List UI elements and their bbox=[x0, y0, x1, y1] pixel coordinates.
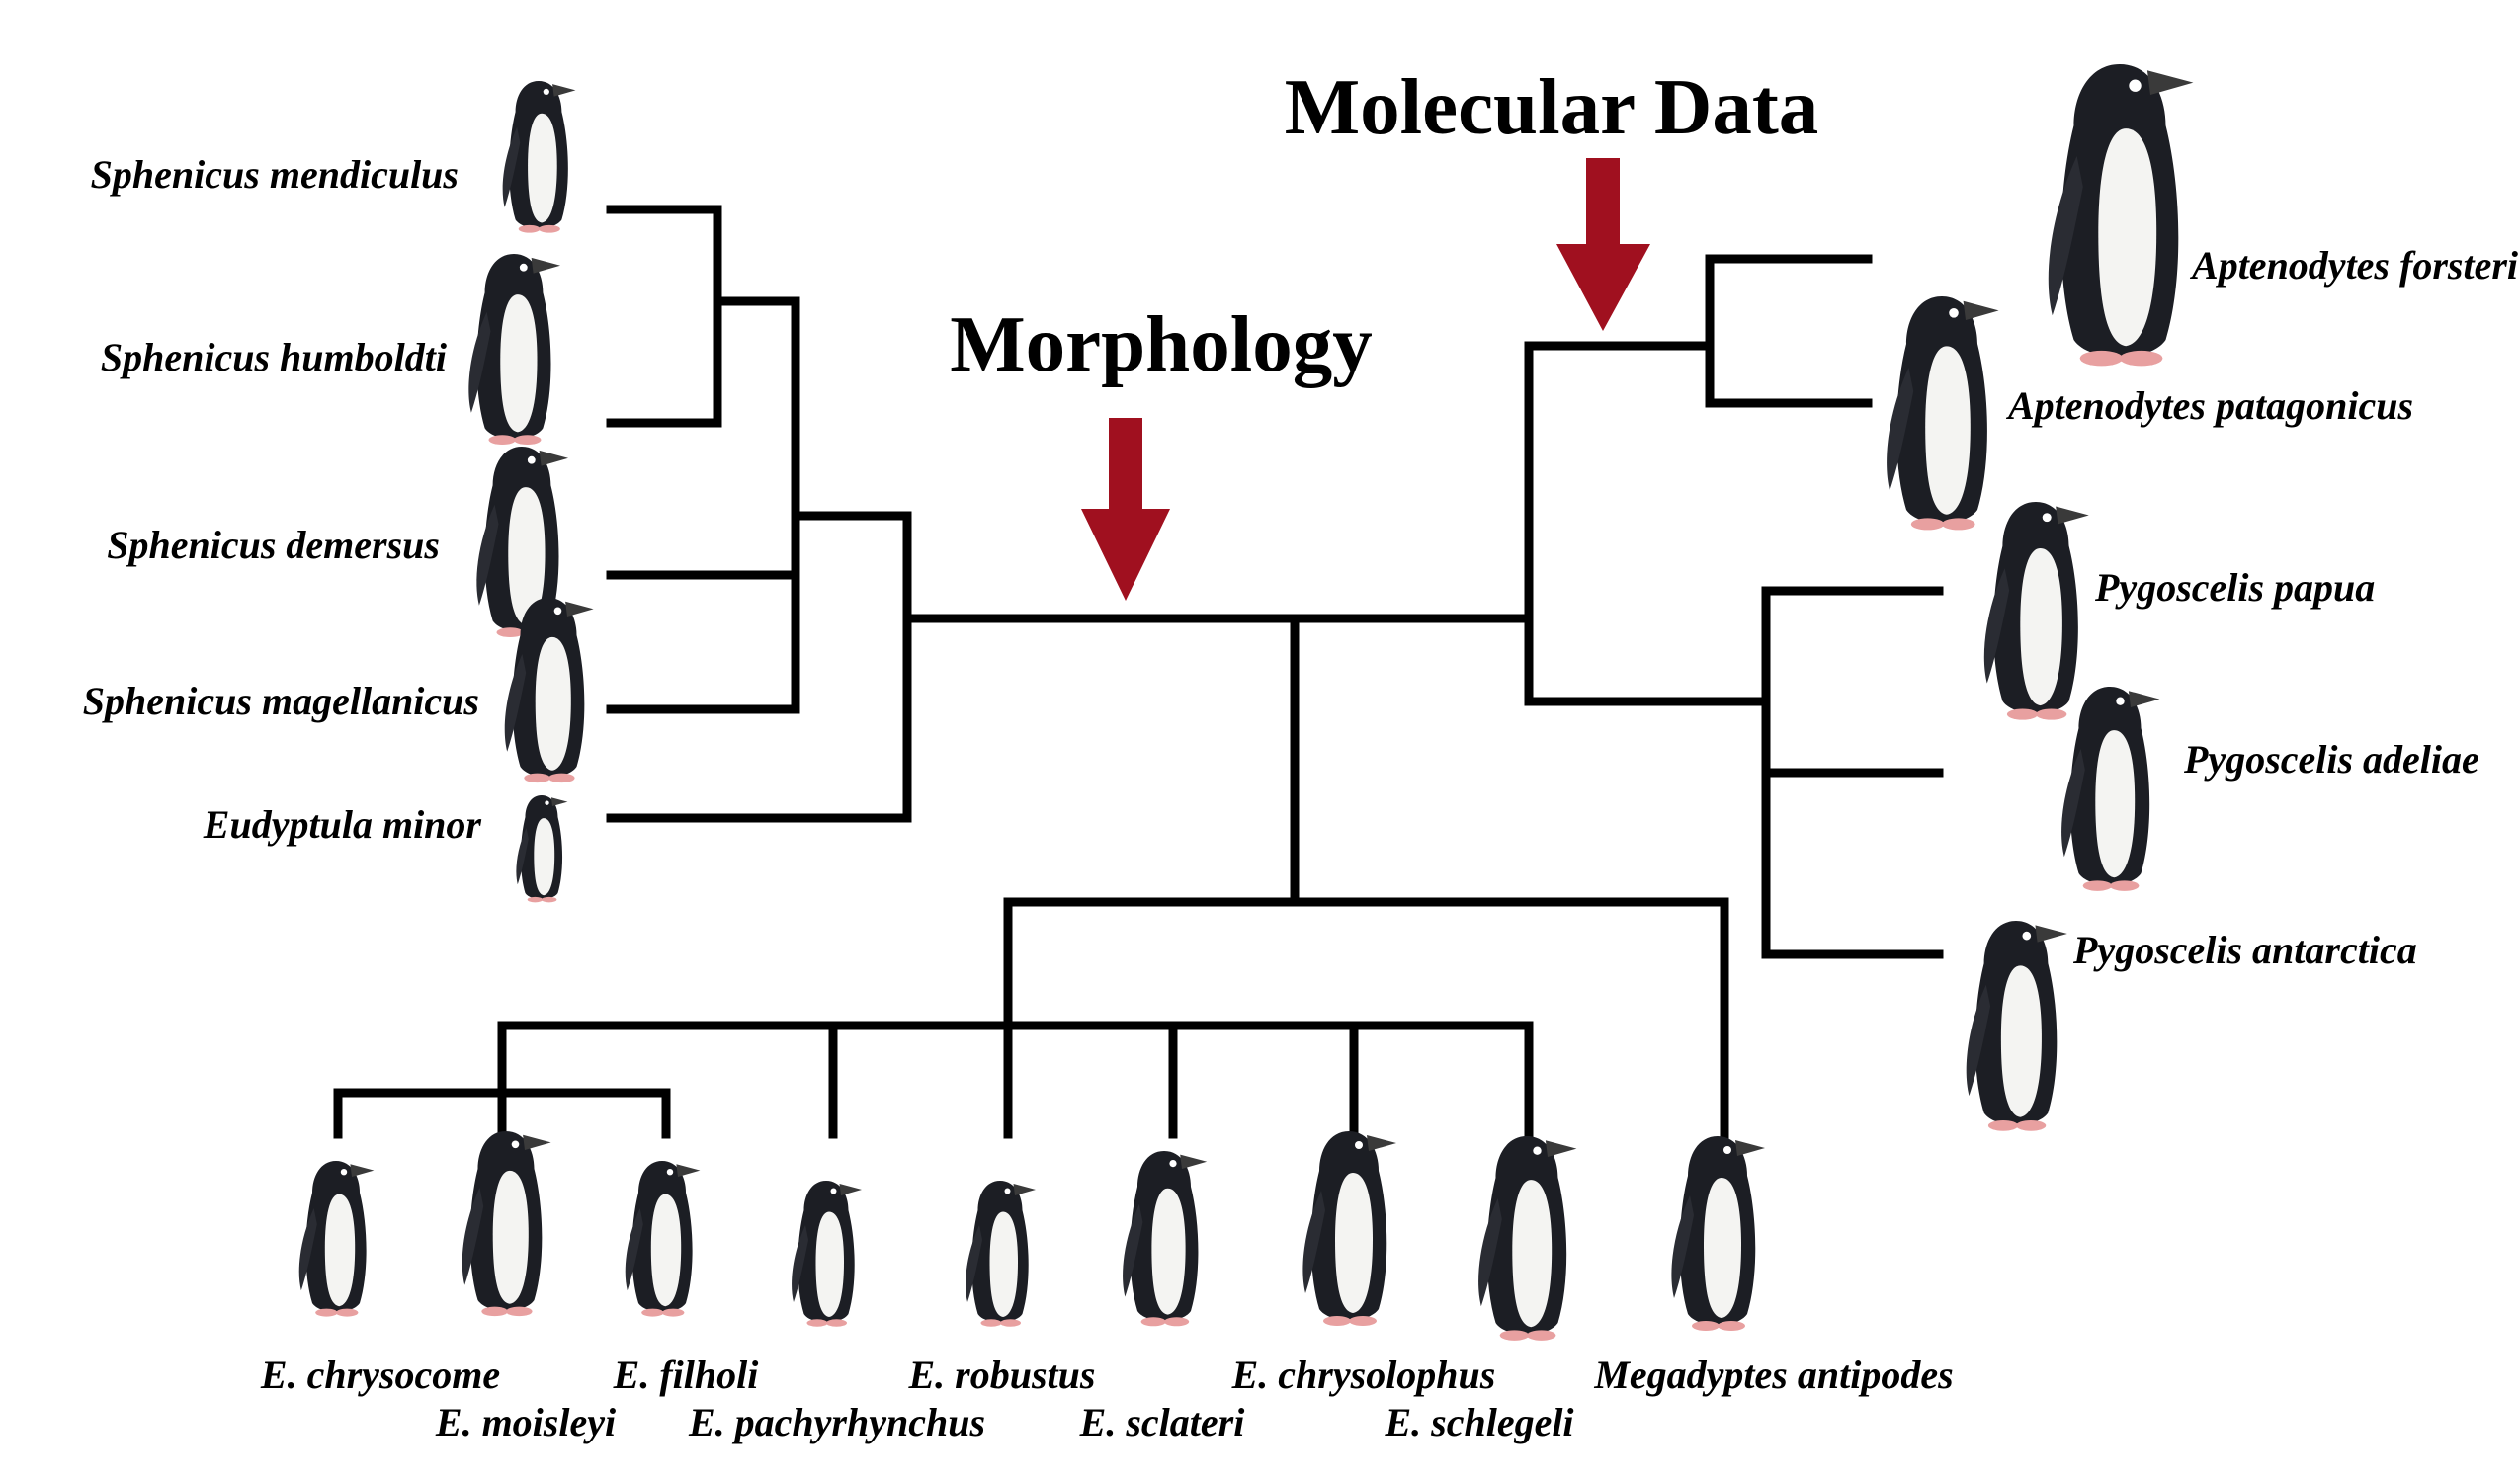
tree-branches bbox=[333, 205, 1944, 1146]
down-arrow-icon bbox=[1556, 158, 1650, 331]
label-eudyptula-minor: Eudyptula minor bbox=[203, 802, 482, 847]
label-e-filholi: E. filholi bbox=[613, 1353, 759, 1397]
branch-aptenodytes bbox=[1705, 254, 1873, 408]
heading-morphology: Morphology bbox=[950, 299, 1373, 388]
penguin-illustration-icon bbox=[298, 64, 2194, 1341]
label-pygoscelis-papua: Pygoscelis papua bbox=[2094, 565, 2375, 610]
label-sphenicus-demersus: Sphenicus demersus bbox=[107, 523, 440, 567]
label-pygoscelis-antarctica: Pygoscelis antarctica bbox=[2072, 928, 2417, 972]
label-sphenicus-mendiculus: Sphenicus mendiculus bbox=[91, 152, 459, 197]
label-e-pachyrhynchus: E. pachyrhynchus bbox=[688, 1400, 985, 1444]
label-e-chrysolophus: E. chrysolophus bbox=[1231, 1353, 1496, 1397]
branch-e-chrysocome-group bbox=[333, 1021, 671, 1139]
branch-eudyptes-rake bbox=[497, 1021, 1534, 1146]
label-aptenodytes-patagonicus: Aptenodytes patagonicus bbox=[2005, 383, 2413, 428]
label-aptenodytes-forsteri: Aptenodytes forsteri bbox=[2189, 243, 2518, 288]
branch-sphenicus-stem bbox=[606, 296, 800, 714]
branch-sphenicus-mendiculus-humboldti bbox=[606, 205, 722, 428]
label-e-robustus: E. robustus bbox=[908, 1353, 1096, 1397]
label-sphenicus-humboldti: Sphenicus humboldti bbox=[101, 335, 447, 379]
down-arrow-icon bbox=[1081, 418, 1170, 601]
branch-eudyptula-join bbox=[606, 511, 912, 823]
label-e-moisleyi: E. moisleyi bbox=[435, 1400, 616, 1444]
label-e-chrysocome: E. chrysocome bbox=[260, 1353, 500, 1397]
heading-molecular-data: Molecular Data bbox=[1285, 62, 1819, 151]
label-sphenicus-magellanicus: Sphenicus magellanicus bbox=[83, 679, 479, 723]
branch-crested-top bbox=[1003, 897, 1729, 1146]
branch-pygoscelis bbox=[1761, 586, 1944, 959]
label-pygoscelis-adeliae: Pygoscelis adeliae bbox=[2183, 737, 2479, 782]
label-megadyptes-antipodes: Megadyptes antipodes bbox=[1593, 1353, 1953, 1397]
branch-right-stem bbox=[1524, 341, 1771, 706]
label-e-schlegeli: E. schlegeli bbox=[1384, 1400, 1573, 1444]
label-e-sclateri: E. sclateri bbox=[1079, 1400, 1245, 1444]
